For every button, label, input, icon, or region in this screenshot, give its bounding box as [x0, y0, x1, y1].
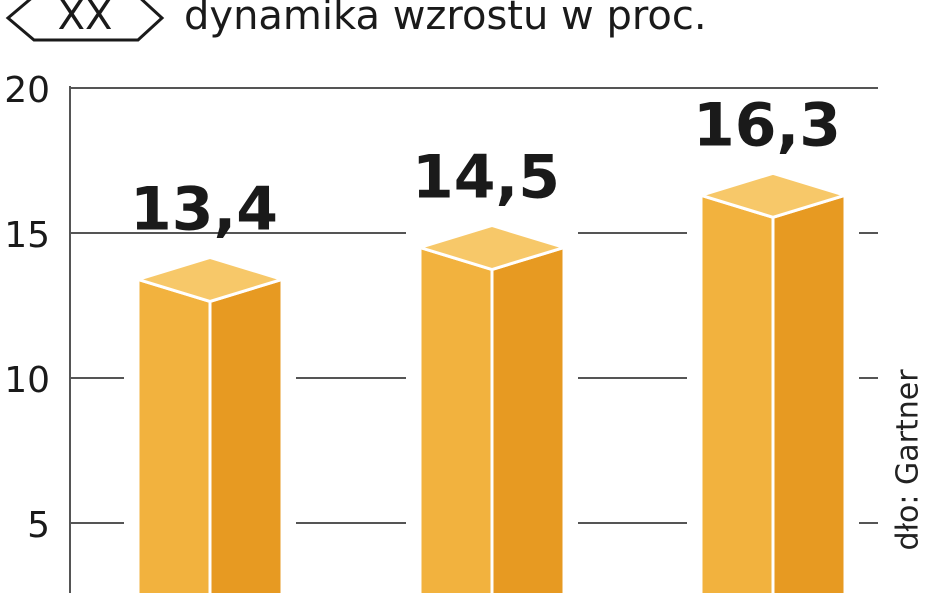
bar-top-face — [414, 223, 570, 272]
y-tick-label: 15 — [4, 215, 50, 256]
legend-text: dynamika wzrostu w proc. — [184, 0, 707, 39]
legend-marker-label: XX — [57, 0, 113, 39]
y-tick-label: 20 — [4, 70, 50, 111]
bar-front-face — [418, 245, 494, 593]
bar — [687, 169, 859, 593]
bar-side-face — [771, 193, 847, 593]
bar — [406, 221, 578, 593]
bar-data-label: 16,3 — [693, 90, 841, 160]
bar-side-face — [490, 245, 566, 593]
bar-data-label: 14,5 — [412, 143, 560, 213]
y-tick-label: 5 — [27, 505, 50, 546]
bar — [124, 253, 296, 593]
bar-front-face — [136, 277, 212, 593]
legend: XX dynamika wzrostu w proc. — [0, 0, 948, 52]
bar-data-label: 13,4 — [130, 174, 278, 244]
legend-hexagon-marker — [5, 0, 165, 42]
bar-top-face — [132, 255, 288, 303]
bar-top-face — [695, 171, 851, 219]
y-tick-label: 10 — [4, 360, 50, 401]
bar-side-face — [208, 277, 284, 593]
source-note: dło: Gartner — [890, 369, 926, 551]
bar-front-face — [699, 193, 775, 593]
